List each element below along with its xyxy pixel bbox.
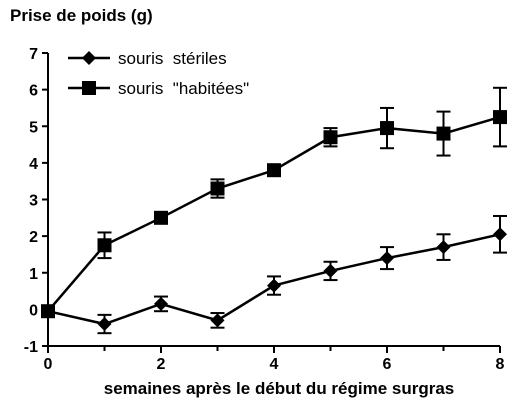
data-point — [323, 263, 338, 278]
data-point — [41, 304, 55, 319]
data-point — [493, 227, 507, 242]
y-tick-label: 2 — [29, 229, 38, 246]
data-point — [380, 251, 394, 266]
data-point — [210, 313, 225, 328]
y-tick-label: 5 — [29, 119, 38, 136]
data-point — [436, 126, 451, 141]
y-tick-label: 4 — [29, 156, 38, 173]
y-tick-label: -1 — [24, 339, 38, 356]
data-point — [154, 296, 168, 311]
data-point — [154, 210, 168, 225]
axes: -1 0 1 2 3 4 5 6 7 0 2 4 6 8 — [24, 46, 505, 373]
series-steriles — [41, 214, 507, 335]
data-point — [380, 121, 394, 136]
legend: souris stériles souris "habitées" — [68, 49, 249, 98]
legend-item: souris stériles — [68, 49, 227, 68]
data-point — [97, 238, 112, 253]
data-point — [323, 130, 338, 145]
y-tick-label: 0 — [29, 302, 38, 319]
y-tick-label: 7 — [29, 46, 38, 63]
legend-label: souris stériles — [118, 49, 227, 68]
x-tick-label: 4 — [270, 356, 279, 373]
data-point — [493, 110, 507, 125]
x-tick-label: 8 — [496, 356, 505, 373]
legend-marker — [82, 51, 96, 65]
x-axis-title: semaines après le début du régime surgra… — [103, 379, 455, 398]
y-tick-label: 3 — [29, 193, 38, 210]
series-layer — [41, 86, 507, 335]
x-tick-label: 0 — [44, 356, 53, 373]
legend-item: souris "habitées" — [68, 79, 249, 98]
data-point — [97, 317, 112, 332]
data-point — [210, 181, 225, 196]
x-tick-label: 2 — [157, 356, 166, 373]
data-point — [267, 163, 281, 178]
data-point — [267, 278, 281, 293]
data-point — [436, 240, 451, 255]
y-tick-label: 1 — [29, 266, 38, 283]
legend-label: souris "habitées" — [118, 79, 249, 98]
x-tick-label: 6 — [383, 356, 392, 373]
series-habitees — [41, 86, 507, 319]
y-axis-title: Prise de poids (g) — [10, 6, 153, 25]
legend-marker — [82, 81, 96, 95]
y-tick-label: 6 — [29, 83, 38, 100]
